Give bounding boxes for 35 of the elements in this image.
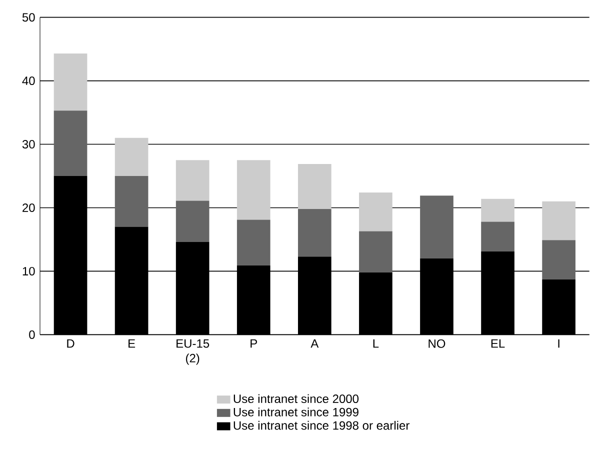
bar: [236, 160, 270, 220]
y-tick-label: 10: [22, 266, 35, 276]
bar: [176, 200, 210, 242]
bar: [236, 220, 270, 266]
y-tick-label: 30: [22, 140, 35, 148]
legend-label: Use intranet since 1998 or earlier: [234, 420, 410, 430]
x-tick-label: EU-15 (2): [176, 339, 210, 365]
x-tick-label: A: [310, 339, 319, 348]
y-tick-label: 20: [22, 203, 35, 212]
bar: [542, 201, 576, 240]
bar: [298, 208, 332, 256]
x-tick-label: EL: [491, 339, 505, 348]
bar: [542, 240, 576, 280]
x-tick-label: NO: [428, 339, 446, 348]
legend-label: Use intranet since 1999: [234, 407, 358, 416]
bar: [114, 138, 148, 176]
bar: [54, 53, 88, 110]
x-tick-label: L: [373, 339, 379, 348]
bar: [298, 164, 332, 209]
x-tick-label: D: [67, 339, 74, 348]
bar: [114, 176, 148, 227]
bar: [481, 222, 514, 252]
bar: [481, 198, 514, 222]
bar: [54, 110, 88, 176]
y-tick-label: 0: [29, 330, 35, 339]
y-tick-label: 50: [22, 12, 35, 22]
legend-label: Use intranet since 2000: [234, 394, 359, 403]
x-tick-label: E: [128, 339, 136, 348]
y-tick-label: 40: [22, 76, 35, 85]
bar: [359, 231, 392, 272]
bar: [359, 192, 392, 232]
x-tick-label: P: [250, 339, 258, 348]
bar: [176, 160, 210, 201]
bar: [420, 196, 454, 258]
x-tick-label: I: [558, 339, 560, 348]
